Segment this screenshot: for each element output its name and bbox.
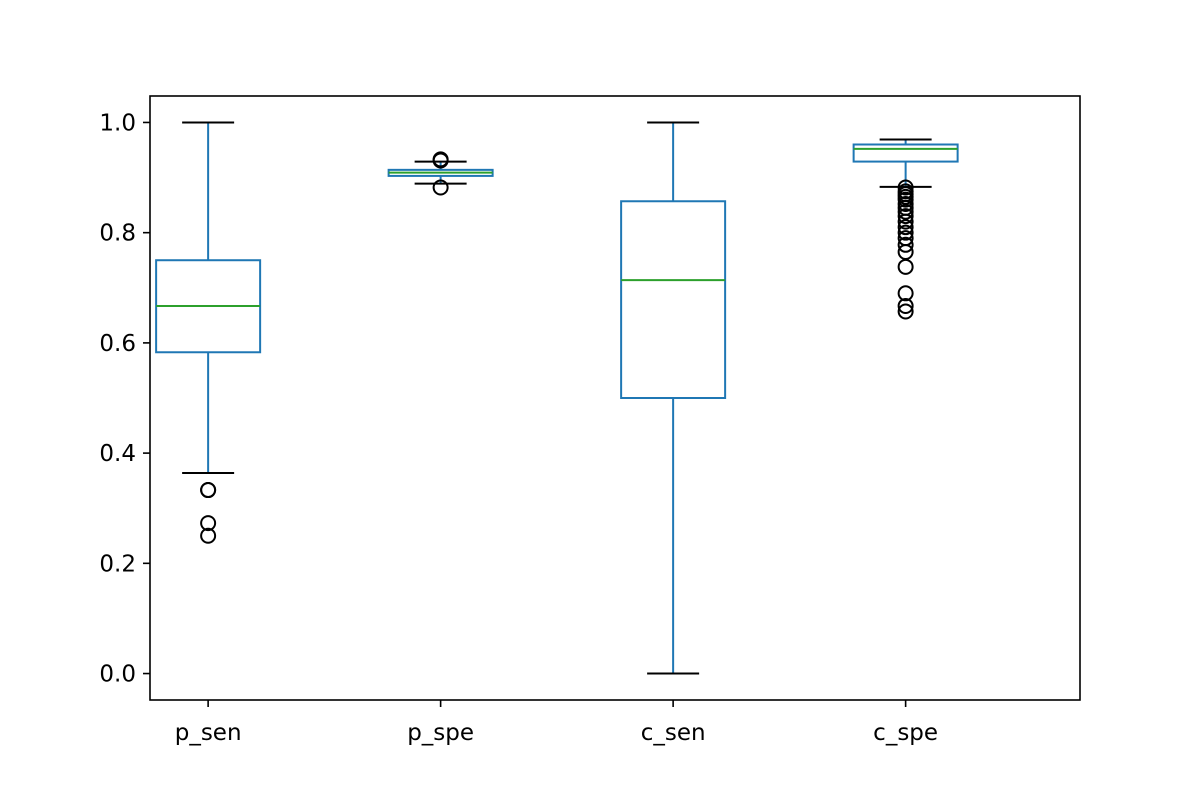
outlier-point (897, 224, 914, 241)
x-tick-label: p_sen (175, 720, 242, 746)
y-tick-label: 0.0 (99, 662, 136, 688)
outlier-point (897, 297, 914, 314)
outlier-point (897, 203, 914, 220)
outlier-point (897, 208, 914, 225)
outlier-point (897, 303, 914, 320)
outlier-point (432, 179, 449, 196)
box-group-c_spe (852, 138, 959, 320)
outlier-point (432, 152, 449, 169)
y-tick-label: 0.6 (99, 331, 136, 357)
outlier-point (200, 527, 217, 544)
outlier-point (897, 191, 914, 208)
x-tick-label: p_spe (407, 720, 474, 746)
iqr-box (852, 143, 959, 163)
box-group-c_sen (620, 121, 727, 675)
outlier-point (200, 482, 217, 499)
box-group-p_sen (155, 121, 262, 544)
outlier-point (897, 258, 914, 275)
outlier-point (897, 219, 914, 236)
x-tick-label: c_spe (873, 720, 938, 746)
box-group-p_spe (387, 151, 494, 196)
axes-frame (149, 95, 1081, 701)
outlier-point (897, 213, 914, 230)
outlier-point (200, 515, 217, 532)
plot-layer (155, 121, 959, 675)
y-tick-label: 0.4 (99, 441, 136, 467)
iqr-box (620, 200, 727, 399)
outlier-point (897, 236, 914, 253)
y-axis: 0.0 0.2 0.4 0.6 0.8 1.0 (99, 110, 150, 688)
y-tick-label: 0.8 (99, 221, 136, 247)
y-tick-label: 0.2 (99, 551, 136, 577)
x-tick-label: c_sen (641, 720, 706, 746)
y-tick-label: 1.0 (99, 110, 136, 136)
outlier-point (897, 285, 914, 302)
x-axis: p_sen p_spe c_sen c_spe (175, 700, 938, 746)
